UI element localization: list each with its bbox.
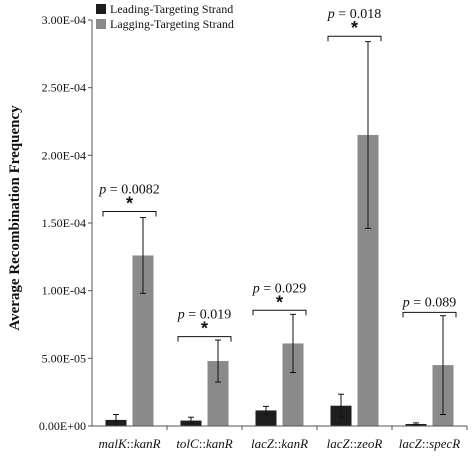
y-tick-label: 0.00E+00: [39, 419, 86, 433]
x-tick-label: lacZ::kanR: [251, 436, 308, 451]
significance-bracket: [102, 210, 157, 217]
y-tick-label: 2.50E-04: [42, 81, 86, 95]
y-tick-label: 5.00E-05: [42, 351, 86, 365]
p-value-label: p = 0.0082: [98, 182, 159, 197]
p-value-symbol: p: [327, 7, 335, 22]
x-tick-label: lacZ::specR: [399, 436, 460, 451]
x-tick-label-marker: kanR: [281, 436, 308, 451]
lagging-bar-4: [357, 135, 379, 427]
significance-bracket: [177, 336, 232, 342]
p-value-label: p = 0.089: [402, 295, 456, 310]
x-tick-label-marker: kanR: [206, 436, 233, 451]
x-tick-label-marker: specR: [429, 436, 460, 451]
x-tick-label-gene: lacZ: [327, 436, 351, 451]
p-value-number: = 0.019: [185, 308, 231, 323]
lagging-bar-1: [132, 255, 154, 426]
significance-star: *: [201, 319, 208, 339]
x-tick-label-gene: lacZ: [399, 436, 423, 451]
bars: [105, 41, 454, 427]
significance-star: *: [126, 193, 133, 213]
annotations: *p = 0.0082*p = 0.019*p = 0.029*p = 0.01…: [98, 7, 457, 342]
x-tick-label-separator: ::: [350, 436, 357, 451]
p-value-number: = 0.029: [260, 281, 306, 296]
lagging-bar-3: [282, 343, 304, 426]
x-tick-label-gene: lacZ: [251, 436, 275, 451]
p-value-symbol: p: [98, 182, 106, 197]
y-tick-label: 1.00E-04: [42, 284, 86, 298]
x-tick-label: malK::kanR: [98, 436, 160, 451]
significance-bracket: [327, 35, 382, 42]
axes: 0.00E+00 5.00E-05 1.00E-04 1.50E-04 2.00E-04…: [39, 13, 468, 451]
p-value-number: = 0.0082: [106, 182, 159, 197]
p-value-symbol: p: [402, 295, 410, 310]
x-tick-label-gene: malK: [98, 436, 128, 451]
legend-swatch-1: [96, 4, 106, 14]
p-value-label: p = 0.018: [327, 7, 381, 22]
x-tick-label-marker: zeoR: [356, 436, 382, 451]
legend-label-1: Leading-Targeting Strand: [110, 2, 233, 16]
x-tick-label-separator: ::: [422, 436, 429, 451]
y-tick-label: 1.50E-04: [42, 216, 86, 230]
p-value-number: = 0.089: [410, 295, 456, 310]
p-value-label: p = 0.019: [177, 308, 231, 323]
x-tick-label-separator: ::: [274, 436, 281, 451]
y-tick-label: 3.00E-04: [42, 13, 86, 27]
legend-swatch-2: [96, 19, 106, 29]
significance-star: *: [276, 292, 283, 312]
x-tick-label-gene: tolC: [176, 436, 199, 451]
y-axis-title: Average Recombination Frequency: [7, 105, 23, 331]
significance-bracket: [402, 311, 457, 318]
x-tick-label-separator: ::: [127, 436, 134, 451]
p-value-symbol: p: [177, 308, 185, 323]
x-tick-label: lacZ::zeoR: [327, 436, 383, 451]
leading-bar-3: [255, 410, 277, 426]
p-value-number: = 0.018: [335, 7, 381, 22]
x-tick-label-separator: ::: [199, 436, 206, 451]
x-tick-label-marker: kanR: [134, 436, 161, 451]
y-tick-label: 2.00E-04: [42, 148, 86, 162]
significance-star: *: [351, 18, 358, 38]
x-tick-label: tolC::kanR: [176, 436, 232, 451]
significance-bracket: [252, 309, 307, 316]
legend: Leading-Targeting StrandLagging-Targetin…: [96, 2, 234, 31]
p-value-symbol: p: [252, 281, 260, 296]
lagging-bar-2: [207, 361, 229, 426]
legend-label-2: Lagging-Targeting Strand: [110, 17, 234, 31]
p-value-label: p = 0.029: [252, 281, 306, 296]
